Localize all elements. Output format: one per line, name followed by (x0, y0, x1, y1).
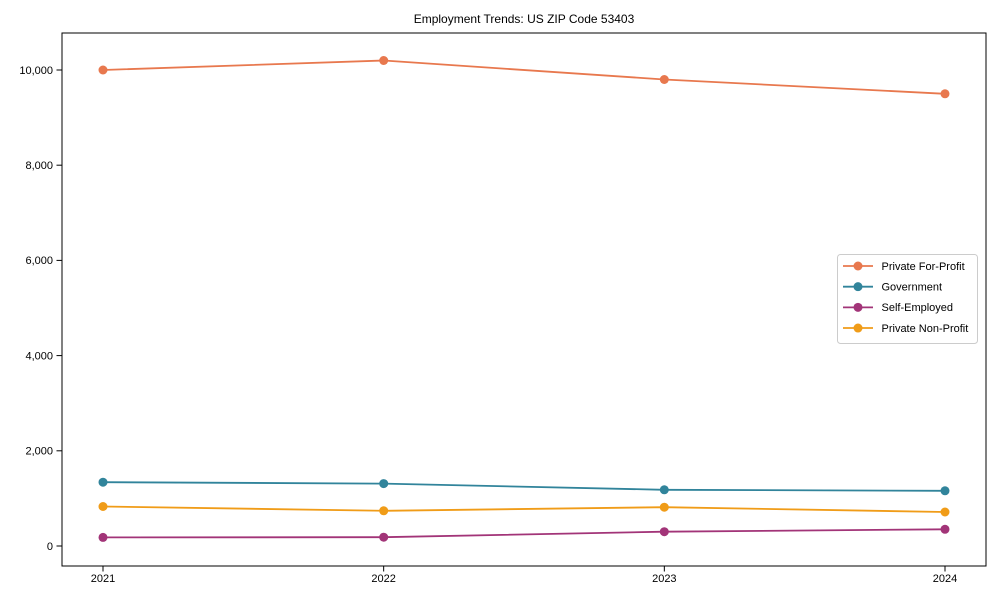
x-tick-label: 2023 (652, 573, 676, 585)
legend-sample-marker (853, 261, 863, 271)
y-tick-label: 0 (47, 541, 53, 553)
data-point (98, 65, 108, 75)
data-point (659, 527, 669, 537)
plot-area: 2021 2022 2023 2024 0 2,000 4,000 6,000 8,000 10,… (19, 32, 987, 585)
series-self-employed (98, 524, 950, 542)
data-point (940, 524, 950, 534)
legend-label-self-employed: Self-Employed (882, 302, 954, 314)
data-point (659, 485, 669, 495)
data-point (98, 477, 108, 487)
data-point (379, 56, 389, 65)
legend-sample-marker (853, 282, 863, 292)
x-tick-label: 2021 (91, 573, 115, 585)
y-tick-label: 10,000 (19, 65, 53, 77)
data-point (379, 506, 389, 516)
legend-sample-marker (853, 323, 863, 333)
data-point (659, 502, 669, 512)
y-tick-label: 4,000 (25, 350, 53, 362)
series-line (102, 481, 946, 492)
data-point (940, 89, 950, 99)
series-government (98, 477, 950, 496)
data-point (940, 486, 950, 496)
legend-label-government: Government (882, 281, 943, 293)
y-axis: 0 2,000 4,000 6,000 8,000 10,000 (19, 65, 62, 553)
legend: Private For-Profit Government Self-Employe… (837, 254, 978, 344)
y-tick-label: 6,000 (25, 255, 53, 267)
plot-frame (61, 32, 987, 567)
series-line (102, 528, 946, 539)
legend-box (837, 254, 978, 344)
legend-label-private-non-profit: Private Non-Profit (882, 323, 969, 335)
data-point (379, 532, 389, 542)
x-tick-label: 2022 (371, 573, 395, 585)
chart-title: Employment Trends: US ZIP Code 53403 (414, 12, 635, 26)
y-tick-label: 2,000 (25, 446, 53, 458)
data-point (98, 532, 108, 542)
y-tick-label: 8,000 (25, 160, 53, 172)
data-point (659, 75, 669, 84)
legend-label-private-for-profit: Private For-Profit (882, 261, 965, 273)
x-tick-label: 2024 (933, 573, 957, 585)
series-line (102, 505, 946, 513)
data-point (98, 502, 108, 511)
data-point (379, 479, 389, 489)
series-private-for-profit (98, 56, 950, 99)
series-private-non-profit (98, 502, 950, 517)
data-point (940, 507, 950, 517)
x-axis: 2021 2022 2023 2024 (91, 566, 957, 585)
legend-sample-marker (853, 302, 863, 312)
series-line (102, 59, 946, 95)
